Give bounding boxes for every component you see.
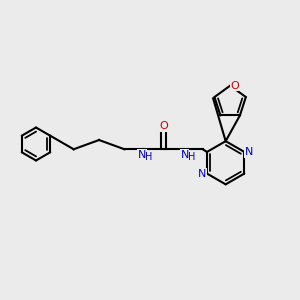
Text: N: N: [198, 169, 207, 178]
Text: O: O: [230, 81, 239, 91]
Text: N: N: [181, 150, 189, 160]
Text: H: H: [188, 152, 195, 162]
Text: N: N: [138, 150, 146, 160]
Text: N: N: [245, 147, 253, 157]
Text: O: O: [159, 121, 168, 131]
Text: H: H: [145, 152, 152, 162]
